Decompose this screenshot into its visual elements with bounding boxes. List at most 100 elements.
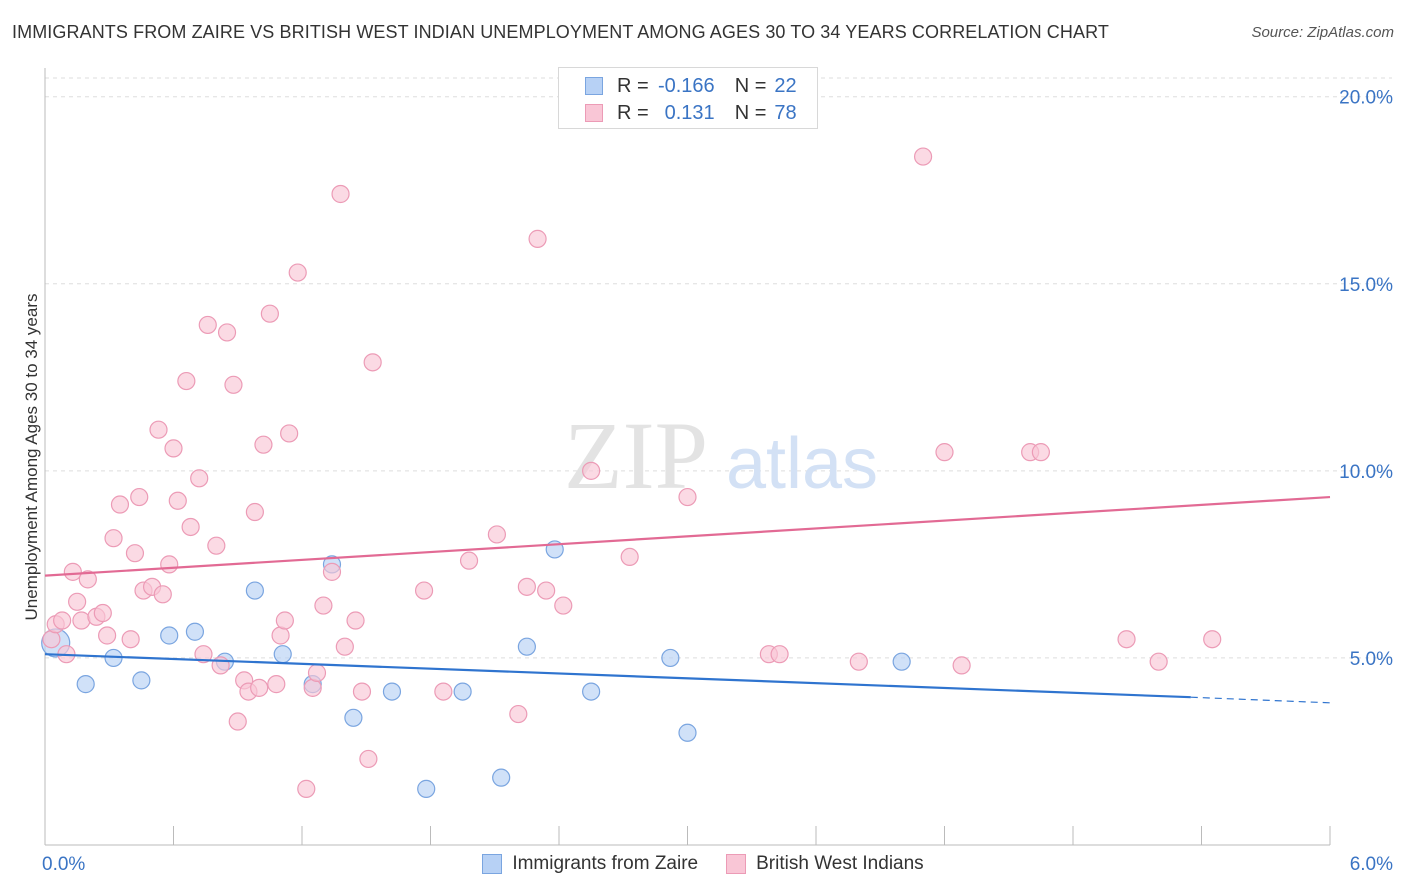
bwi-point	[254, 435, 273, 454]
bwi-point	[177, 371, 196, 391]
bwi-point	[459, 551, 479, 570]
zaire-point	[76, 675, 95, 694]
bwi-point	[250, 678, 269, 697]
bwi-point	[528, 229, 547, 248]
zaire-point	[661, 648, 680, 668]
bwi-point	[153, 585, 172, 604]
bwi-point	[1203, 630, 1222, 649]
bwi-point	[314, 596, 333, 615]
bwi-point	[346, 611, 365, 630]
bwi-point	[331, 184, 350, 204]
bwi-trendline	[44, 495, 1331, 577]
bwi-point	[363, 353, 382, 372]
legend-item-zaire[interactable]: Immigrants from Zaire	[482, 853, 698, 875]
legend-item-bwi[interactable]: British West Indians	[726, 853, 924, 875]
bwi-point	[63, 562, 82, 581]
zaire-point	[273, 645, 292, 664]
bwi-legend-swatch	[726, 854, 747, 874]
bwi-point	[228, 712, 247, 731]
bwi-point	[217, 323, 237, 342]
bwi-point	[297, 779, 316, 798]
bwi-point	[517, 577, 536, 596]
legend-label-zaire: Immigrants from Zaire	[512, 853, 699, 874]
bwi-point	[181, 517, 200, 537]
y-tick-label: 15.0%	[1339, 275, 1393, 296]
bwi-point	[1031, 443, 1050, 462]
bwi-point	[164, 439, 183, 458]
legend-row-bwi: R = 0.131 N = 78	[585, 101, 797, 125]
zaire-point	[382, 682, 402, 701]
zaire-point	[417, 779, 436, 798]
bwi-point	[1117, 630, 1136, 649]
watermark: ZIP atlas	[564, 402, 878, 509]
bwi-point	[267, 675, 286, 694]
bwi-point	[359, 749, 378, 769]
r-label: R =	[617, 74, 649, 97]
bwi-point	[280, 424, 299, 443]
bwi-point	[78, 570, 97, 589]
bwi-point	[913, 147, 933, 166]
correlation-legend: R = -0.166 N = 22 R = 0.131 N = 78	[558, 67, 818, 129]
bwi-point	[275, 611, 294, 630]
r-label: R =	[617, 101, 649, 124]
y-tick-label: 5.0%	[1350, 649, 1393, 670]
zaire-point	[892, 652, 911, 671]
bwi-point	[224, 375, 243, 394]
zaire-swatch	[585, 77, 603, 95]
zaire-point	[185, 622, 205, 641]
bwi-point	[288, 263, 307, 282]
zaire-point	[453, 682, 472, 701]
bwi-point	[98, 626, 117, 645]
bwi-point	[307, 663, 327, 682]
bwi-point	[487, 525, 506, 544]
zaire-point	[132, 671, 151, 690]
bwi-point	[149, 420, 168, 439]
bwi-point	[53, 611, 72, 630]
n-label: N =	[734, 101, 767, 124]
zaire-trendline-extension	[1190, 696, 1331, 704]
zaire-point	[492, 768, 511, 787]
bwi-point	[160, 555, 179, 574]
bwi-point	[68, 592, 87, 611]
source-credit: Source: ZipAtlas.com	[1251, 24, 1394, 41]
bwi-point	[245, 502, 264, 522]
bwi-point	[770, 645, 789, 664]
legend-row-zaire: R = -0.166 N = 22	[585, 74, 797, 98]
bwi-point	[414, 581, 434, 600]
axes	[44, 68, 1331, 846]
bwi-point	[271, 626, 290, 645]
bwi-point	[42, 630, 61, 649]
bwi-point	[952, 656, 971, 675]
bwi-point	[190, 469, 209, 488]
zaire-r-value: -0.166	[657, 74, 715, 97]
bwi-point	[207, 536, 226, 555]
x-tick-label: 0.0%	[42, 854, 85, 875]
legend-label-bwi: British West Indians	[756, 853, 924, 874]
bwi-point	[168, 491, 187, 510]
y-tick-label: 10.0%	[1339, 462, 1393, 483]
chart-title: IMMIGRANTS FROM ZAIRE VS BRITISH WEST IN…	[12, 22, 1109, 42]
bwi-point	[110, 495, 130, 514]
zaire-point	[517, 637, 536, 656]
bwi-point	[1149, 652, 1168, 671]
zaire-trendline	[44, 653, 1191, 699]
bwi-point	[303, 678, 322, 697]
bwi-point	[434, 682, 453, 701]
bwi-point	[130, 487, 149, 507]
bwi-r-value: 0.131	[664, 101, 715, 124]
series-legend: Immigrants from Zaire British West India…	[0, 851, 1406, 877]
bwi-point	[849, 652, 868, 671]
watermark-atlas: atlas	[726, 424, 878, 504]
bwi-point	[537, 581, 556, 600]
zaire-legend-swatch	[482, 854, 503, 874]
zaire-point	[582, 682, 601, 701]
zaire-point	[678, 723, 697, 742]
y-tick-label: 20.0%	[1339, 88, 1393, 109]
bwi-point	[935, 443, 954, 462]
zaire-point	[160, 626, 179, 645]
bwi-point	[198, 315, 217, 335]
bwi-point	[194, 645, 213, 664]
zaire-n-value: 22	[774, 74, 797, 97]
bwi-point	[72, 611, 91, 630]
